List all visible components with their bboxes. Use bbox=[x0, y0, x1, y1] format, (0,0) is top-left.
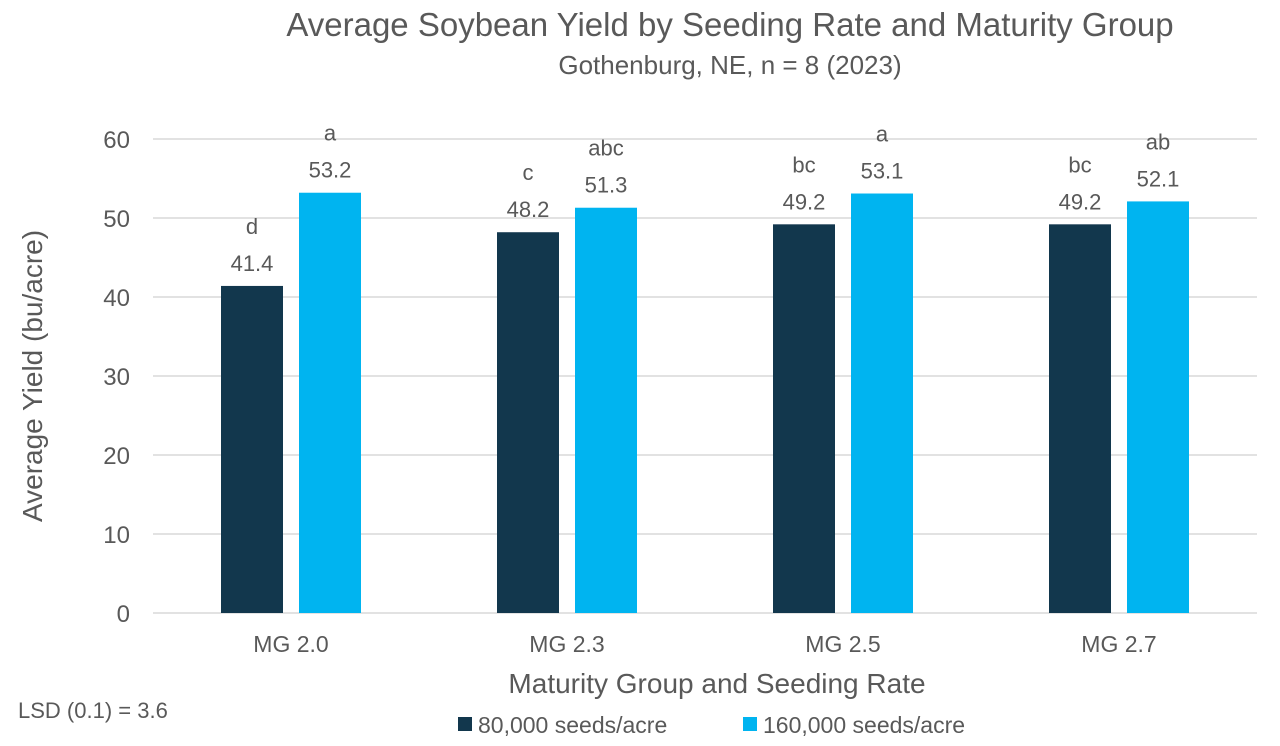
bar-value-label: 41.4 bbox=[231, 251, 274, 276]
bar-160k bbox=[299, 192, 361, 613]
significance-letter: bc bbox=[1068, 152, 1091, 177]
y-tick-label: 30 bbox=[103, 364, 130, 391]
y-tick-label: 0 bbox=[117, 601, 130, 628]
significance-letter: a bbox=[876, 122, 889, 147]
legend-label-160k: 160,000 seeds/acre bbox=[763, 712, 965, 738]
bars bbox=[221, 192, 1189, 614]
x-tick-label: MG 2.3 bbox=[529, 631, 604, 657]
bar-value-label: 49.2 bbox=[1059, 189, 1102, 214]
legend: 80,000 seeds/acre 160,000 seeds/acre bbox=[458, 712, 965, 738]
y-axis-label: Average Yield (bu/acre) bbox=[17, 230, 48, 522]
bar-80k bbox=[1049, 224, 1111, 613]
x-axis-ticks: MG 2.0 MG 2.3 MG 2.5 MG 2.7 bbox=[253, 631, 1156, 657]
bar-80k bbox=[221, 285, 283, 613]
chart-subtitle: Gothenburg, NE, n = 8 (2023) bbox=[558, 50, 901, 80]
bar-value-label: 52.1 bbox=[1137, 166, 1180, 191]
bar-value-label: 53.1 bbox=[861, 159, 904, 184]
legend-swatch-80k bbox=[458, 717, 472, 731]
y-tick-label: 20 bbox=[103, 443, 130, 470]
significance-letter: d bbox=[246, 214, 258, 239]
significance-letter: c bbox=[523, 160, 534, 185]
lsd-annotation: LSD (0.1) = 3.6 bbox=[18, 698, 168, 723]
bar-value-label: 48.2 bbox=[507, 197, 550, 222]
data-labels: 41.4 d 53.2 a 48.2 c 51.3 abc 49.2 bc 53.1 a 49.2 bc 5… bbox=[231, 121, 1180, 276]
y-tick-label: 50 bbox=[103, 206, 130, 233]
x-tick-label: MG 2.0 bbox=[253, 631, 328, 657]
bar-80k bbox=[497, 232, 559, 613]
y-tick-label: 10 bbox=[103, 522, 130, 549]
chart-title: Average Soybean Yield by Seeding Rate an… bbox=[286, 6, 1173, 43]
bar-160k bbox=[575, 207, 637, 614]
significance-letter: abc bbox=[588, 136, 623, 161]
bar-160k bbox=[1127, 201, 1189, 613]
bar-160k bbox=[851, 193, 913, 613]
y-tick-label: 60 bbox=[103, 127, 130, 154]
x-tick-label: MG 2.7 bbox=[1081, 631, 1156, 657]
significance-letter: bc bbox=[792, 152, 815, 177]
legend-label-80k: 80,000 seeds/acre bbox=[478, 712, 667, 738]
bar-80k bbox=[773, 224, 835, 613]
y-axis-ticks: 0 10 20 30 40 50 60 bbox=[103, 127, 130, 628]
x-axis-label: Maturity Group and Seeding Rate bbox=[508, 668, 925, 699]
bar-value-label: 51.3 bbox=[585, 173, 628, 198]
significance-letter: a bbox=[324, 121, 337, 146]
x-tick-label: MG 2.5 bbox=[805, 631, 880, 657]
bar-value-label: 53.2 bbox=[309, 158, 352, 183]
significance-letter: ab bbox=[1146, 129, 1170, 154]
bar-value-label: 49.2 bbox=[783, 189, 826, 214]
legend-swatch-160k bbox=[743, 717, 757, 731]
y-tick-label: 40 bbox=[103, 285, 130, 312]
